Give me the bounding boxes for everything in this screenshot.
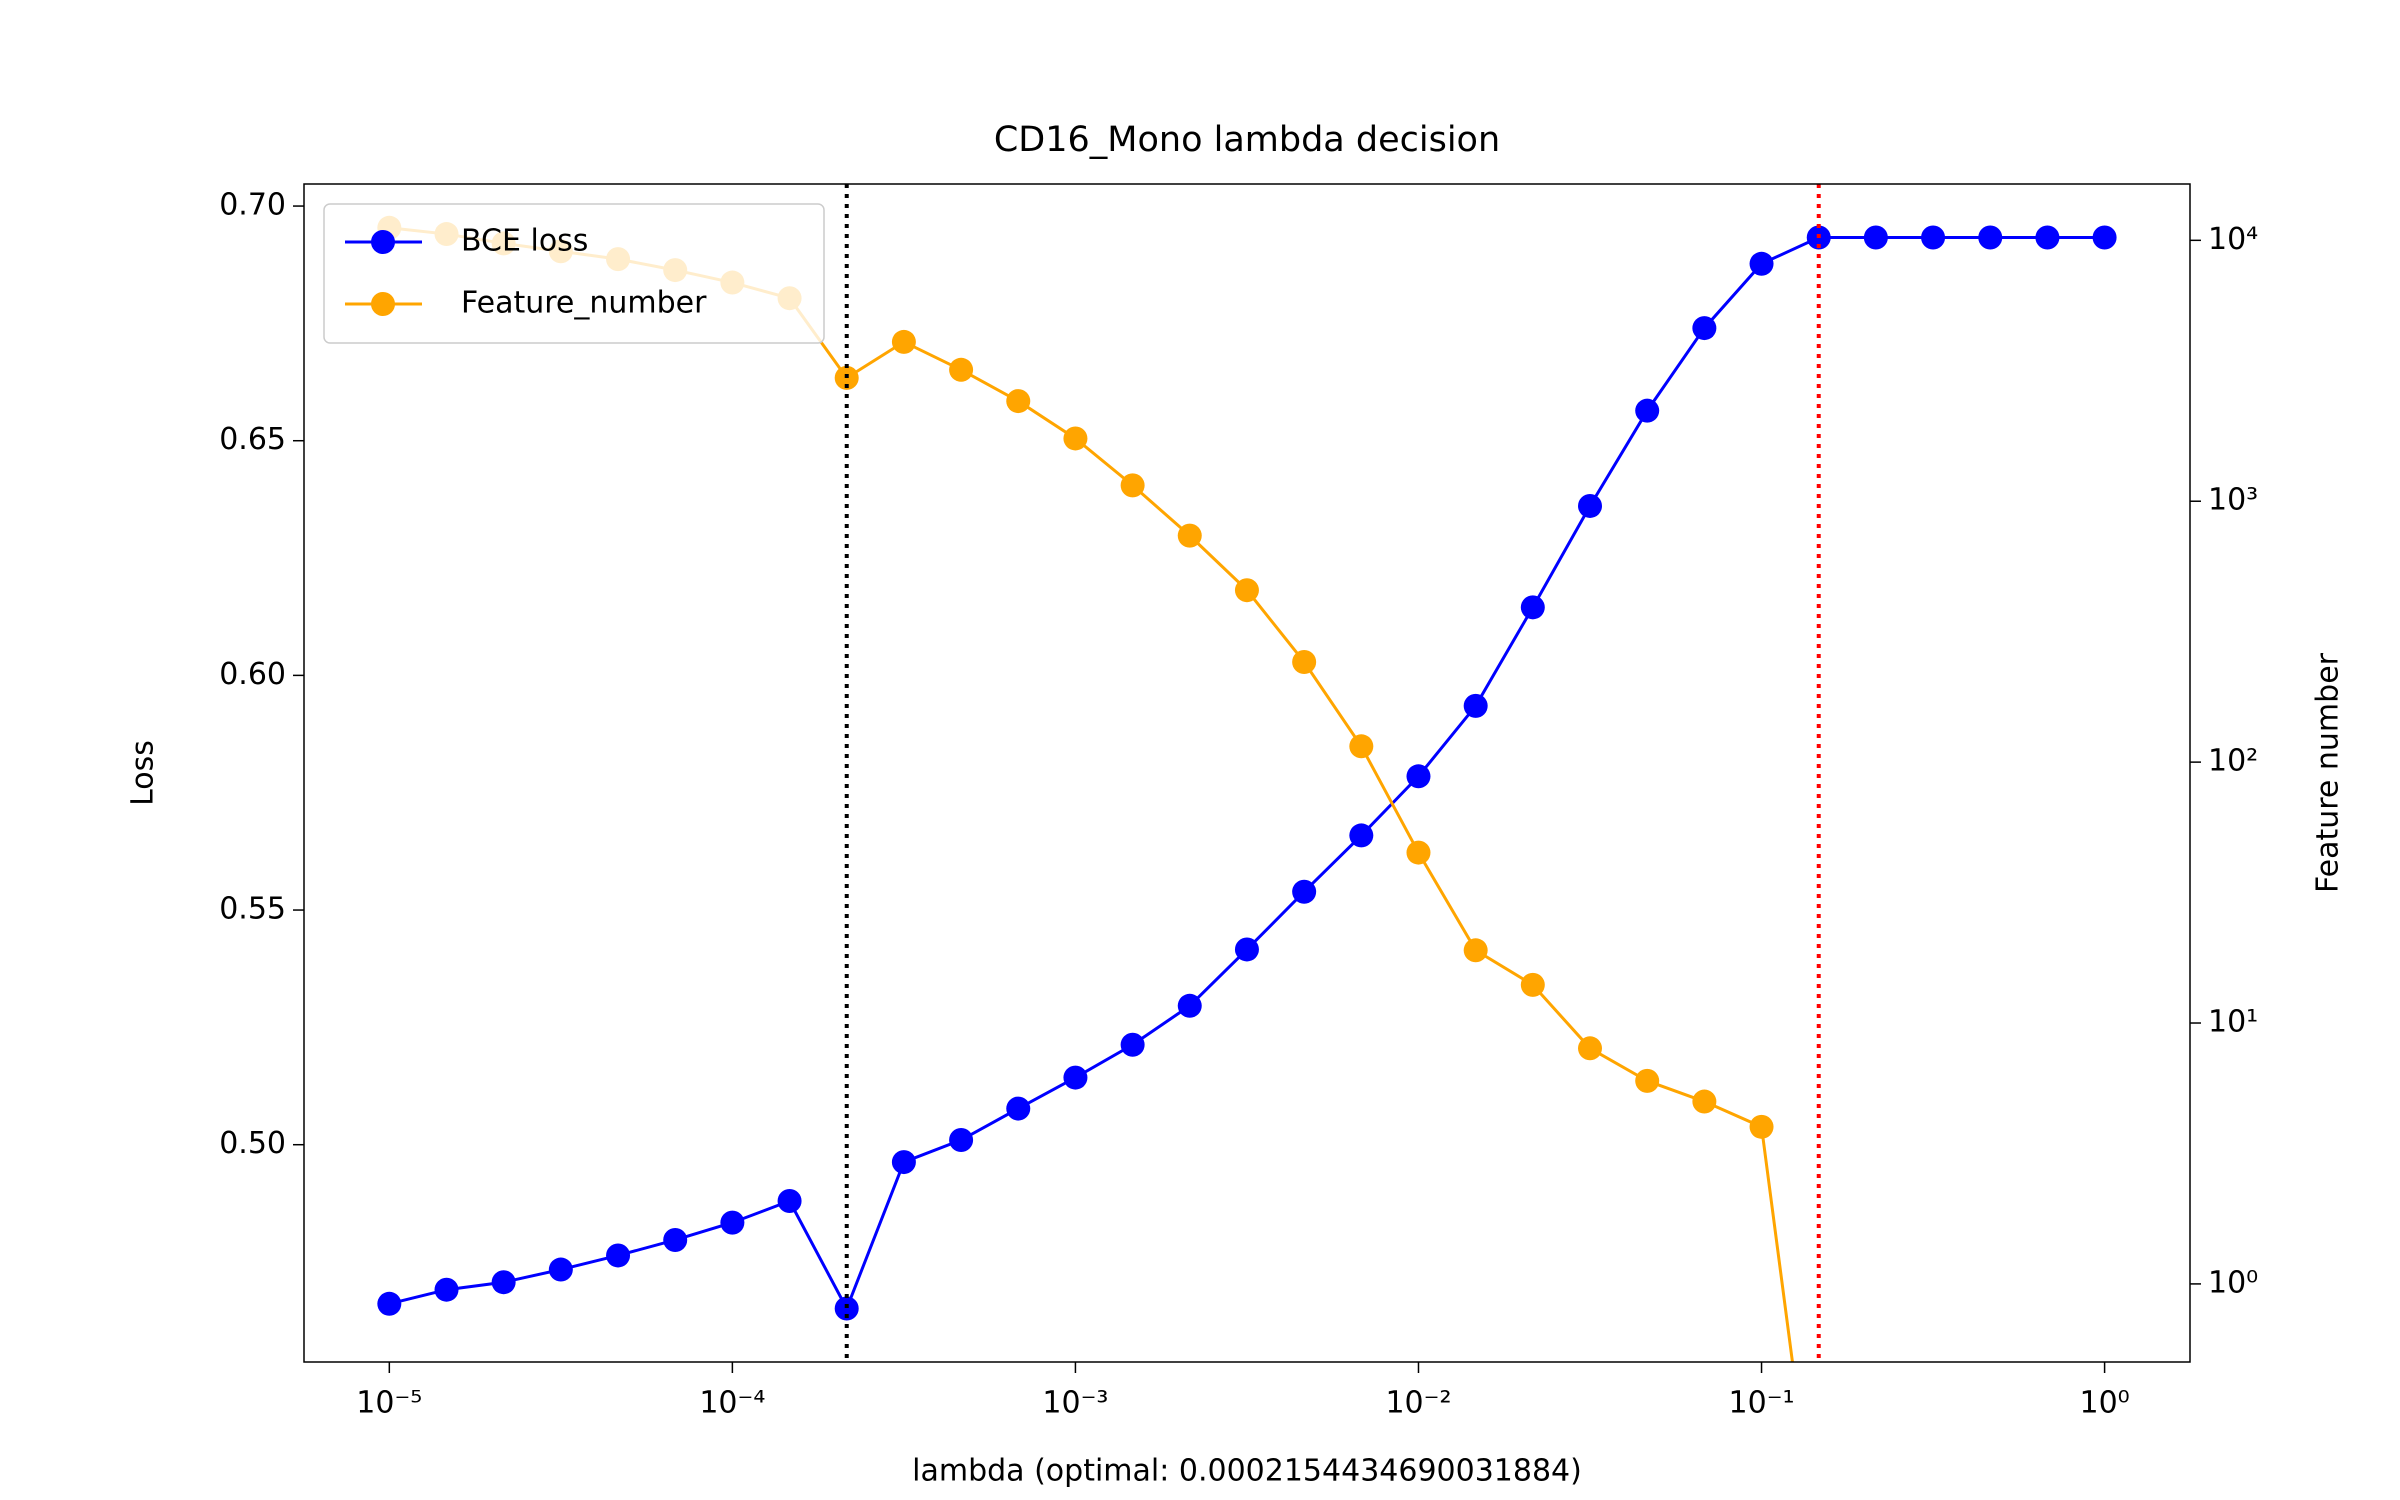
series-marker bbox=[1749, 1114, 1774, 1139]
series-marker bbox=[1921, 225, 1946, 250]
series-marker bbox=[1635, 1068, 1660, 1093]
series-marker bbox=[1292, 649, 1317, 674]
plot-area bbox=[377, 184, 2117, 1362]
legend-marker bbox=[371, 230, 395, 254]
x-tick-label: 10⁰ bbox=[2079, 1386, 2129, 1421]
plot-frame bbox=[303, 183, 2191, 1363]
y-tick-label: 0.50 bbox=[219, 1126, 286, 1161]
x-axis-label: lambda (optimal: 0.0002154434690031884) bbox=[912, 1454, 1582, 1489]
series-marker bbox=[891, 1150, 916, 1175]
x-tick-label: 10⁻⁵ bbox=[356, 1386, 422, 1421]
y-tick-label: 0.65 bbox=[219, 422, 286, 457]
series-marker bbox=[1063, 426, 1088, 451]
series-marker bbox=[1177, 993, 1202, 1018]
series-marker bbox=[1120, 473, 1145, 498]
series-marker bbox=[1463, 938, 1488, 963]
series-marker bbox=[491, 1270, 516, 1295]
series-marker bbox=[606, 1243, 631, 1268]
series-line bbox=[388, 236, 2105, 1313]
x-tick-label: 10⁻³ bbox=[1042, 1386, 1108, 1421]
series-marker bbox=[1578, 1036, 1603, 1061]
series-marker bbox=[834, 1296, 859, 1321]
series-marker bbox=[777, 1189, 802, 1214]
series-marker bbox=[1349, 823, 1374, 848]
series-marker bbox=[1120, 1032, 1145, 1057]
series-marker bbox=[1863, 225, 1888, 250]
series-marker bbox=[1749, 251, 1774, 276]
y-tick-label: 0.60 bbox=[219, 657, 286, 692]
y2-tick-label: 10³ bbox=[2208, 483, 2258, 518]
x-tick-label: 10⁻⁴ bbox=[699, 1386, 765, 1421]
x-tick-label: 10⁻¹ bbox=[1729, 1386, 1795, 1421]
y-axis-label: Loss bbox=[126, 740, 161, 806]
series-marker bbox=[2035, 225, 2060, 250]
series-marker bbox=[949, 357, 974, 382]
series-line bbox=[389, 226, 1794, 1362]
series-marker bbox=[891, 329, 916, 354]
series-marker bbox=[434, 1277, 459, 1302]
legend-box bbox=[323, 203, 825, 344]
series-marker bbox=[1520, 595, 1545, 620]
series-marker bbox=[1006, 1096, 1031, 1121]
series-marker bbox=[377, 1291, 402, 1316]
series-marker bbox=[1349, 734, 1374, 759]
series-marker bbox=[1578, 493, 1603, 518]
series-marker bbox=[949, 1128, 974, 1153]
y-tick-label: 0.70 bbox=[219, 188, 286, 223]
series-marker bbox=[1063, 1065, 1088, 1090]
series-marker bbox=[1692, 1089, 1717, 1114]
x-tick-label: 10⁻² bbox=[1385, 1386, 1451, 1421]
series-marker bbox=[1520, 972, 1545, 997]
chart-title: CD16_Mono lambda decision bbox=[994, 120, 1500, 160]
legend-marker bbox=[371, 292, 395, 316]
series-marker bbox=[1234, 937, 1259, 962]
series-marker bbox=[2092, 225, 2117, 250]
series-marker bbox=[1635, 398, 1660, 423]
y2-tick-label: 10¹ bbox=[2208, 1005, 2258, 1040]
y2-tick-label: 10⁴ bbox=[2208, 222, 2258, 257]
series-marker bbox=[1463, 693, 1488, 718]
series-marker bbox=[548, 1257, 573, 1282]
y-tick-label: 0.55 bbox=[219, 892, 286, 927]
series-marker bbox=[1292, 879, 1317, 904]
series-marker bbox=[1177, 523, 1202, 548]
series-marker bbox=[1978, 225, 2003, 250]
series-marker bbox=[1406, 764, 1431, 789]
y2-axis-label: Feature number bbox=[2311, 652, 2346, 893]
series-marker bbox=[663, 1227, 688, 1252]
series-marker bbox=[1406, 840, 1431, 865]
y2-tick-label: 10² bbox=[2208, 744, 2258, 779]
legend-label: BCE loss bbox=[461, 224, 588, 259]
series-marker bbox=[1234, 578, 1259, 603]
series-marker bbox=[720, 1210, 745, 1235]
legend-label: Feature_number bbox=[461, 286, 707, 321]
y2-tick-label: 10⁰ bbox=[2208, 1265, 2258, 1300]
series-marker bbox=[1006, 389, 1031, 414]
series-marker bbox=[1692, 316, 1717, 341]
